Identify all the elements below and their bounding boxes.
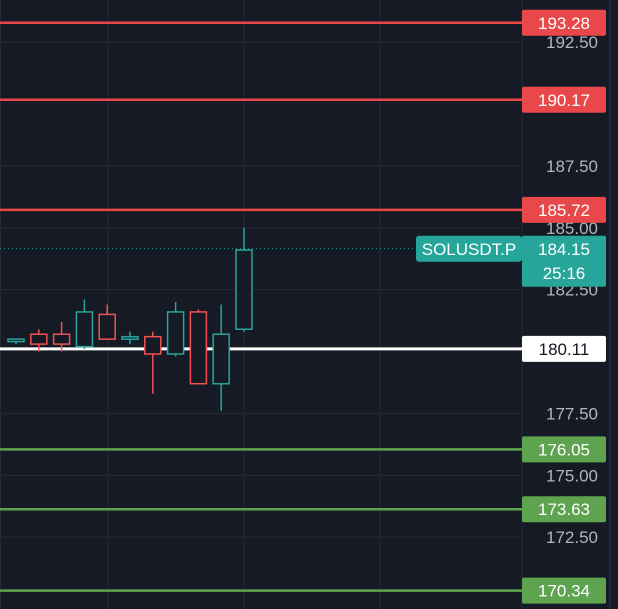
level-lines	[0, 21, 522, 592]
candle-body	[121, 335, 139, 340]
level-label: 185.72	[538, 201, 590, 220]
level-label: 180.11	[539, 340, 590, 359]
candle-body	[30, 333, 48, 345]
level-label: 190.17	[538, 91, 590, 110]
level-label-box	[522, 577, 606, 604]
y-tick-label: 185.00	[546, 219, 598, 238]
last-price-box	[522, 235, 606, 287]
last-price-label: 184.15	[538, 240, 590, 259]
y-tick-label: 192.50	[546, 33, 598, 52]
level-label: 170.34	[538, 582, 590, 601]
y-tick-label: 177.50	[546, 404, 598, 423]
level-label: 193.28	[538, 14, 590, 33]
candle-body	[166, 311, 185, 355]
level-labels: 193.28 190.17 185.72 180.11 176.05 173.63 170.…	[522, 9, 606, 604]
candle[interactable]	[235, 227, 253, 332]
candle[interactable]	[189, 309, 208, 385]
candle-body	[144, 335, 162, 355]
level-label-box	[522, 9, 606, 36]
level-label: 173.63	[538, 500, 590, 519]
candle[interactable]	[166, 302, 185, 357]
level-label-box	[522, 86, 606, 113]
level-label-box	[522, 335, 606, 362]
y-tick-label: 187.50	[546, 157, 598, 176]
symbol-tag-box	[416, 235, 522, 262]
candle-body	[189, 311, 208, 385]
candle[interactable]	[98, 304, 116, 340]
candle[interactable]	[144, 331, 162, 394]
symbol-tag: SOLUSDT.P	[422, 240, 516, 259]
candle[interactable]	[121, 331, 139, 345]
candle-body	[212, 333, 230, 385]
y-tick-label: 175.00	[546, 466, 598, 485]
candle[interactable]	[212, 304, 230, 411]
level-label: 176.05	[538, 440, 590, 459]
level-label-box	[522, 196, 606, 223]
y-tick-label: 172.50	[546, 528, 598, 547]
candle[interactable]	[7, 338, 25, 345]
candle[interactable]	[52, 321, 71, 352]
candles[interactable]	[7, 227, 253, 411]
last-price-group: SOLUSDT.P 184.15 25:16	[0, 235, 606, 287]
bar-countdown: 25:16	[543, 264, 586, 283]
candle-body	[7, 338, 25, 343]
candle-body	[75, 311, 94, 348]
level-label-box	[522, 436, 606, 463]
candle-body	[235, 249, 253, 331]
candle[interactable]	[75, 299, 94, 350]
candle[interactable]	[30, 329, 48, 352]
level-label-box	[522, 496, 606, 523]
candle-body	[98, 313, 116, 340]
candle-body	[52, 333, 71, 345]
